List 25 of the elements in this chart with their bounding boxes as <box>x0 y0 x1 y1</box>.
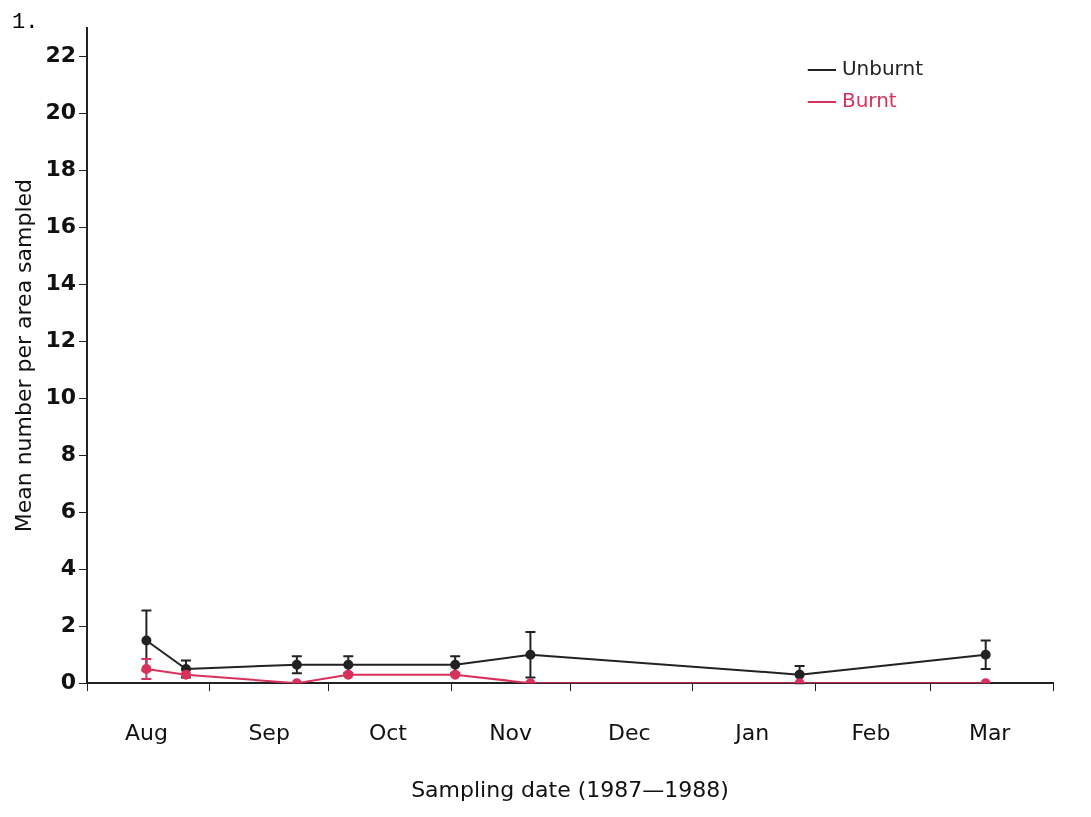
y-tick-label: 2 <box>60 611 77 637</box>
y-tick-label: 4 <box>60 554 77 580</box>
text: 1. <box>12 10 39 35</box>
x-tick-label: Aug <box>124 720 168 746</box>
x-tick-label: Dec <box>608 720 651 746</box>
y-tick-label: 22 <box>45 42 77 68</box>
y-axis-title: Mean number per area sampled <box>10 178 36 533</box>
x-axis-title: Sampling date (1987—1988) <box>411 776 729 802</box>
x-tick-label: Nov <box>489 720 533 746</box>
x-tick-label: Feb <box>851 720 891 746</box>
y-tick-label: 18 <box>45 156 77 182</box>
y-tick-label: 12 <box>45 327 77 353</box>
y-tick-label: 0 <box>60 668 77 694</box>
x-tick-label: Mar <box>968 720 1012 746</box>
legend-label: Unburnt <box>841 56 924 81</box>
legend-label: Burnt <box>841 88 897 113</box>
y-tick-label: 16 <box>45 213 77 239</box>
x-tick-label: Oct <box>368 720 408 746</box>
x-tick-label: Jan <box>733 720 770 746</box>
y-tick-label: 20 <box>45 99 77 125</box>
y-tick-label: 10 <box>45 384 77 410</box>
y-tick-label: 6 <box>60 498 77 523</box>
y-tick-label: 8 <box>60 441 77 467</box>
y-tick-label: 14 <box>45 270 77 296</box>
x-tick-label: Sep <box>248 720 290 746</box>
